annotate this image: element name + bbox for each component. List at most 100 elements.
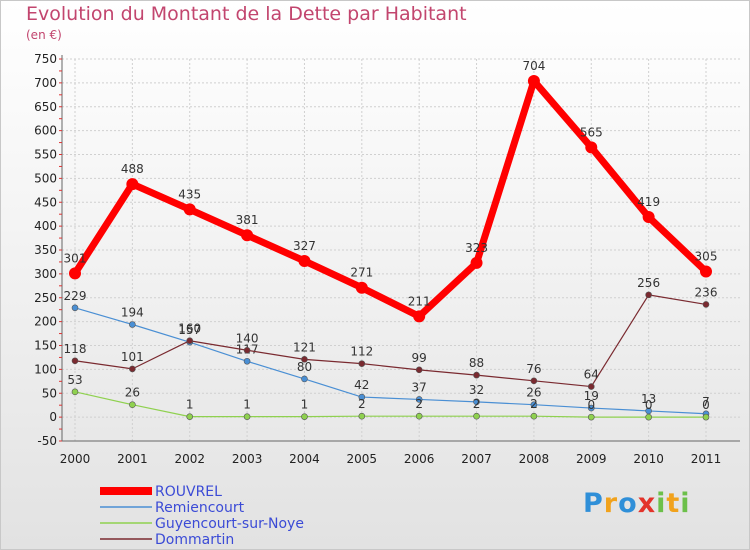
y-tick-label: 600 xyxy=(34,124,57,138)
data-label: 26 xyxy=(526,386,541,400)
x-tick-label: 2006 xyxy=(404,452,435,466)
legend-item: ROUVREL xyxy=(100,484,222,500)
data-label: 327 xyxy=(293,239,316,253)
data-point xyxy=(355,281,368,294)
data-point xyxy=(243,357,251,365)
y-tick-label: 700 xyxy=(34,76,57,90)
data-label: 26 xyxy=(125,386,140,400)
data-point xyxy=(645,291,652,299)
y-tick-label: 150 xyxy=(34,339,57,353)
data-point xyxy=(358,393,366,401)
data-label: 2 xyxy=(530,397,538,411)
series-line xyxy=(74,307,707,415)
series-guyencourt-sur-noye: 53 26 1 1 1 2 2 2 2 0 0 0 xyxy=(67,373,710,421)
series-remiencourt: 229194157117804237322619137 xyxy=(64,289,710,418)
data-label: 2 xyxy=(473,397,481,411)
data-label: 1 xyxy=(186,398,194,412)
data-label: 419 xyxy=(637,195,660,209)
data-point xyxy=(415,366,423,374)
data-point xyxy=(470,256,483,269)
data-label: 64 xyxy=(584,368,599,382)
data-label: 99 xyxy=(412,351,427,365)
legend-item: Dommartin xyxy=(100,532,234,548)
data-label: 0 xyxy=(587,398,595,412)
y-tick-label: 0 xyxy=(49,410,57,424)
data-label: 157 xyxy=(178,323,201,337)
chart-title: Evolution du Montant de la Dette par Hab… xyxy=(26,3,467,25)
data-point xyxy=(702,413,710,421)
data-point xyxy=(587,413,595,421)
data-point xyxy=(186,413,194,420)
data-label: 211 xyxy=(408,294,431,308)
data-point xyxy=(71,388,79,396)
data-point xyxy=(301,375,308,383)
data-point xyxy=(645,413,652,421)
data-point xyxy=(530,412,538,420)
data-label: 435 xyxy=(178,187,201,201)
legend-label: ROUVREL xyxy=(155,484,222,500)
logo-letter: o xyxy=(618,488,638,519)
data-label: 53 xyxy=(67,373,82,387)
data-label: 13 xyxy=(641,392,656,406)
data-label: 101 xyxy=(121,350,144,364)
data-label: 704 xyxy=(522,59,545,73)
data-point xyxy=(642,211,655,224)
data-point xyxy=(243,346,251,354)
data-label: 381 xyxy=(236,213,259,227)
y-tick-label: 750 xyxy=(34,52,57,66)
data-point xyxy=(358,360,366,367)
legend: ROUVRELRemiencourtGuyencourt-sur-NoyeDom… xyxy=(100,484,304,548)
data-label: 32 xyxy=(469,383,484,397)
data-point xyxy=(243,413,251,420)
unit-label: (en €) xyxy=(26,28,62,42)
data-point xyxy=(702,301,710,308)
data-point xyxy=(183,203,196,216)
y-tick-label: 650 xyxy=(34,100,57,114)
logo-letter: i xyxy=(680,488,691,519)
data-label: 1 xyxy=(301,398,309,412)
x-tick-label: 2002 xyxy=(174,452,205,466)
data-label: 2 xyxy=(415,397,423,411)
data-label: 76 xyxy=(526,362,541,376)
data-point xyxy=(298,254,311,267)
series-line xyxy=(74,294,707,388)
legend-item: Guyencourt-sur-Noye xyxy=(100,516,304,532)
y-tick-label: 50 xyxy=(42,386,57,400)
axes: -500501001502002503003504004505005506006… xyxy=(34,52,740,466)
data-point xyxy=(473,371,480,379)
legend-item: Remiencourt xyxy=(100,500,245,516)
data-label: 1 xyxy=(243,398,251,412)
data-label: 42 xyxy=(354,378,369,392)
data-point xyxy=(415,412,423,420)
data-label: 488 xyxy=(121,162,144,176)
data-point xyxy=(301,356,308,363)
y-tick-label: 350 xyxy=(34,243,57,257)
series-dommartin: 118 101 160 140 121 112 99 88 76 64 256 236 xyxy=(64,276,717,390)
y-tick-label: 100 xyxy=(34,362,57,376)
legend-label: Dommartin xyxy=(155,532,234,548)
y-tick-label: 550 xyxy=(34,148,57,162)
data-label: 19 xyxy=(584,389,599,403)
data-label: 256 xyxy=(637,276,660,290)
legend-label: Guyencourt-sur-Noye xyxy=(155,516,304,532)
data-point xyxy=(241,229,254,242)
data-label: 80 xyxy=(297,360,312,374)
x-tick-label: 2011 xyxy=(691,452,722,466)
x-tick-label: 2005 xyxy=(347,452,378,466)
x-tick-label: 2003 xyxy=(232,452,263,466)
data-label: 0 xyxy=(702,398,710,412)
data-label: 0 xyxy=(645,398,653,412)
data-label: 121 xyxy=(293,340,316,354)
series-line xyxy=(74,391,706,418)
data-point xyxy=(415,396,423,403)
data-label: 118 xyxy=(64,342,87,356)
data-label: 301 xyxy=(64,251,87,265)
logo-letter: P xyxy=(583,488,604,519)
data-point xyxy=(71,357,79,365)
logo-letter: x xyxy=(637,488,657,519)
data-point xyxy=(129,401,136,409)
data-point xyxy=(473,412,480,420)
data-label: 37 xyxy=(412,380,427,394)
